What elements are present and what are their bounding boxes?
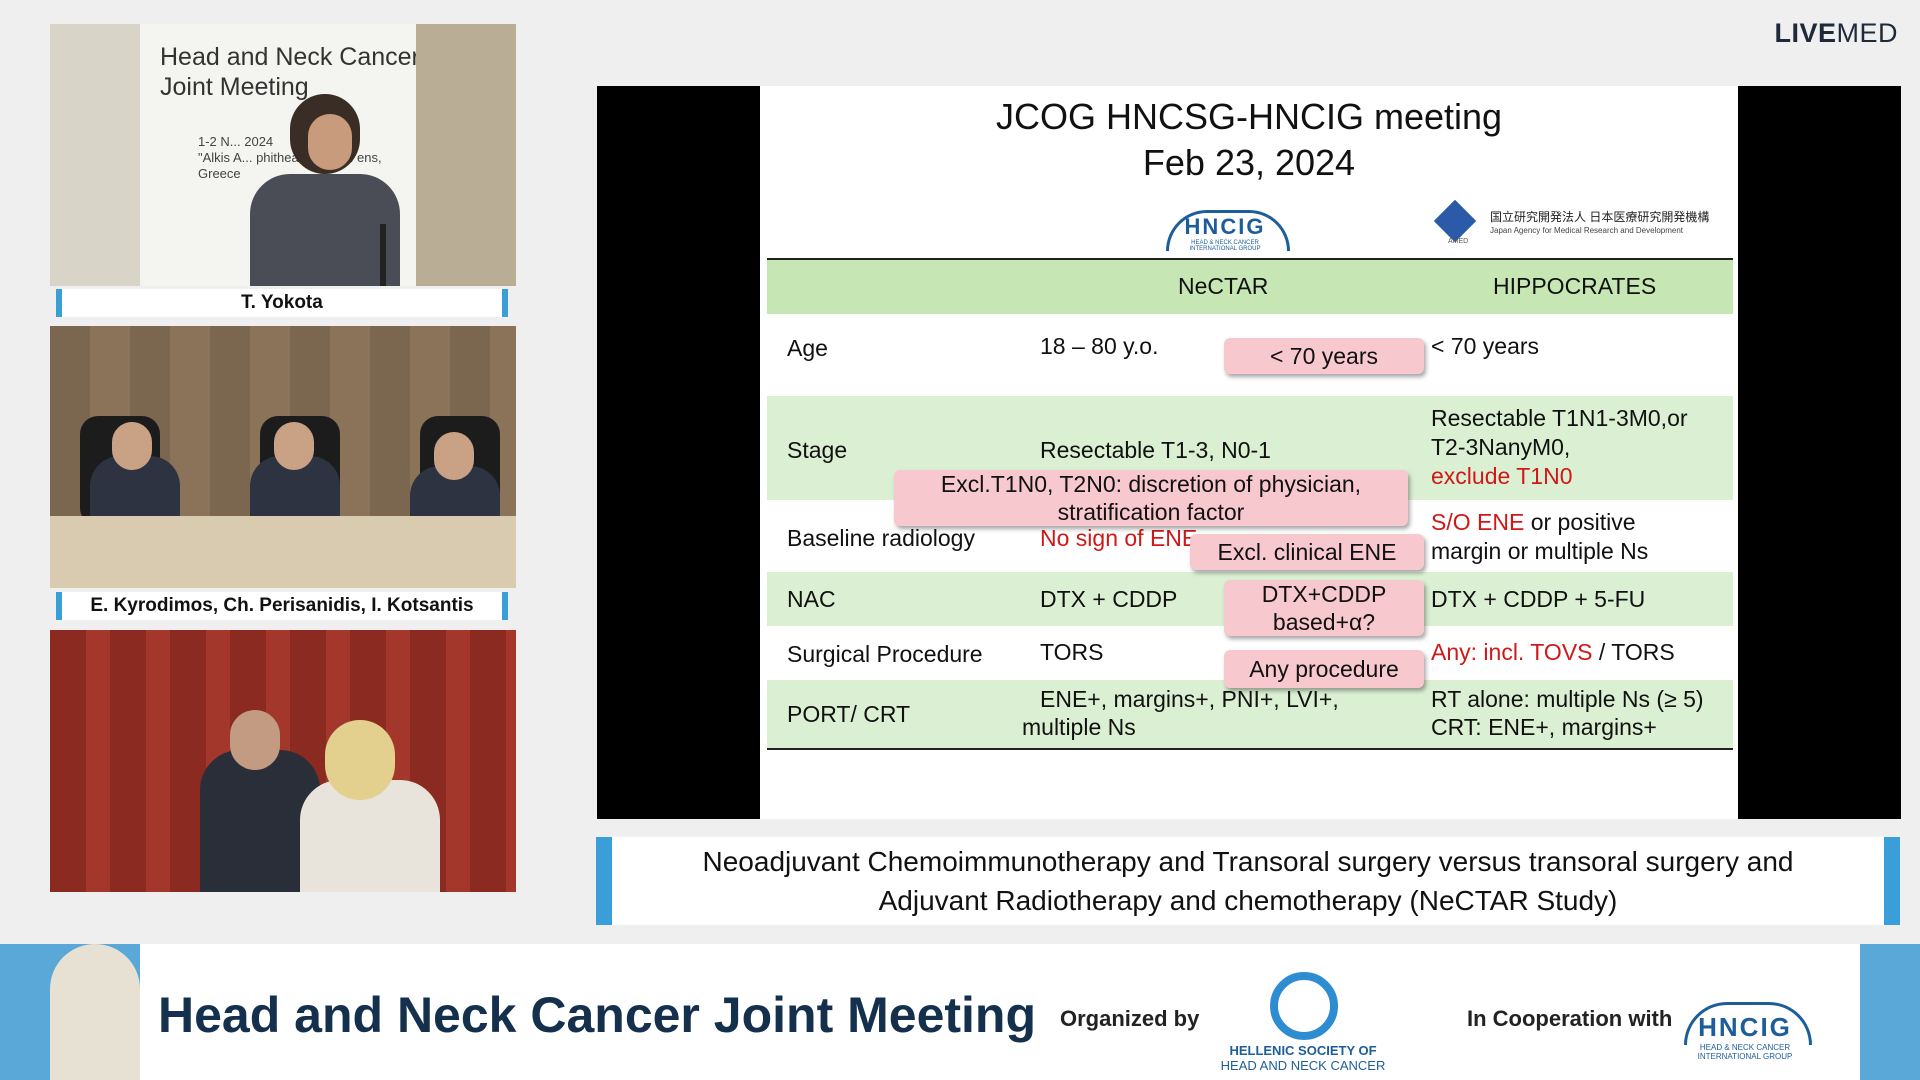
brand-live: LIVE [1774,18,1837,48]
event-footer: Head and Neck Cancer Joint Meeting Organ… [0,944,1920,1080]
radiology-nectar: No sign of ENE [1040,525,1198,551]
table-row-age: Age 18 – 80 y.o. < 70 years [767,314,1733,380]
amed-name: 国立研究開発法人 日本医療研究開発機構 [1490,210,1710,224]
talk-title-caption: Neoadjuvant Chemoimmunotherapy and Trans… [596,837,1900,925]
callout-stage: Excl.T1N0, T2N0: discretion of physician… [894,470,1408,526]
audience-member-head [230,710,280,770]
event-title: Head and Neck Cancer Joint Meeting [158,987,1037,1043]
row-label-stage: Stage [787,437,848,463]
banner-dates: 1-2 N... 2024 [198,134,274,149]
port-hippocrates-1: RT alone: multiple Ns (≥ 5) [1431,686,1704,712]
port-nectar-1: ENE+, margins+, PNI+, LVI+, [1040,686,1339,712]
speaker-name-caption: T. Yokota [56,289,508,317]
hellenic-society-ribbon-icon [1270,972,1338,1040]
surgery-hipp-red: Any: incl. TOVS [1431,639,1593,665]
row-label-surgery: Surgical Procedure [787,641,983,667]
panel-video-tile [50,326,516,588]
amed-label: AMED [1448,238,1469,245]
organized-by-label: Organized by [1060,1006,1200,1031]
hellenic-society-logo-text: HELLENIC SOCIETY OF HEAD AND NECK CANCER [1208,1043,1398,1073]
society-line2: HEAD AND NECK CANCER [1220,1058,1386,1073]
radiology-hipp-rest: or positive [1524,509,1636,535]
nac-hippocrates: DTX + CDDP + 5-FU [1431,586,1646,612]
stage-nectar: Resectable T1-3, N0-1 [1040,437,1271,463]
surgery-hipp-rest: / TORS [1592,639,1675,665]
footer-hncig-arc-icon [1684,1002,1812,1045]
header-hippocrates: HIPPOCRATES [1493,273,1657,299]
table-row-surgery: Surgical Procedure TORS Any: incl. TOVS … [767,626,1733,680]
slide-date: Feb 23, 2024 [1142,142,1356,183]
amed-logo: AMED 国立研究開発法人 日本医療研究開発機構 Japan Agency fo… [1433,199,1710,246]
surgery-hippocrates: Any: incl. TOVS / TORS [1431,638,1675,667]
radiology-hipp-red: S/O ENE [1431,509,1525,535]
header-nectar: NeCTAR [1178,273,1269,299]
table-header-row: NeCTAR HIPPOCRATES [767,260,1733,314]
society-line1: HELLENIC SOCIETY OF [1229,1043,1377,1058]
footer-hncig-logo: HNCIG HEAD & NECK CANCER INTERNATIONAL G… [1684,1002,1812,1061]
panelist-head [274,422,314,470]
port-hippocrates-2: CRT: ENE+, margins+ [1431,714,1657,740]
curtain [416,24,516,286]
table-top-rule [767,258,1733,260]
age-nectar: 18 – 80 y.o. [1040,333,1159,359]
presentation-slide: JCOG HNCSG-HNCIG meeting Feb 23, 2024 HN… [760,86,1738,819]
surgery-nectar: TORS [1040,639,1104,665]
cooperation-label: In Cooperation with [1467,1006,1673,1031]
audience-member [300,780,440,892]
banner-title: Head and Neck Cancer Joint Meeting [160,43,420,101]
audience-video-tile [50,630,516,892]
callout-ene: Excl. clinical ENE [1190,534,1424,570]
row-label-port: PORT/ CRT [787,701,911,727]
age-hippocrates: < 70 years [1431,333,1540,359]
table-row-radiology: Baseline radiology No sign of ENE S/O EN… [767,500,1733,570]
radiology-hippocrates-2: margin or multiple Ns [1431,538,1649,564]
speaker-figure [250,174,400,286]
footer-hncig-sub: HEAD & NECK CANCER INTERNATIONAL GROUP [1697,1043,1793,1061]
panelist-head [434,432,474,480]
callout-stage-line1: Excl.T1N0, T2N0: discretion of physician… [940,471,1362,497]
panel-table [50,516,516,588]
panelist-head [112,422,152,470]
cycladic-statue-icon [50,944,140,1080]
port-nectar-2: multiple Ns [1022,714,1136,740]
callout-nac-line2: based+α? [1272,609,1376,635]
speaker-video-tile: Head and Neck Cancer Joint Meeting 1-2 N… [50,24,516,286]
slide-title: JCOG HNCSG-HNCIG meeting [995,96,1503,137]
row-label-radiology: Baseline radiology [787,525,975,551]
table-bottom-rule [767,748,1733,750]
row-label-age: Age [787,335,828,361]
speaker-face [308,114,352,170]
radiology-hippocrates-1: S/O ENE or positive [1431,508,1636,537]
microphone [380,224,386,286]
brand-med: MED [1836,18,1898,48]
footer-accent-right [1860,944,1920,1080]
callout-nac-line1: DTX+CDDP [1261,581,1387,607]
callout-surgery: Any procedure [1224,650,1424,688]
stage-hippocrates-3: exclude T1N0 [1431,463,1573,489]
talk-title-line2: Adjuvant Radiotherapy and chemotherapy (… [878,885,1618,916]
callout-nac: DTX+CDDP based+α? [1224,580,1424,636]
amed-subtitle: Japan Agency for Medical Research and De… [1490,226,1683,235]
talk-title-line1: Neoadjuvant Chemoimmunotherapy and Trans… [702,846,1794,877]
hncig-logo: HNCIG HEAD & NECK CANCER INTERNATIONAL G… [1166,204,1290,252]
amed-diamond-icon [1433,199,1477,243]
callout-stage-line2: stratification factor [1057,499,1245,525]
stage-hippocrates-2: T2-3NanyM0, [1431,434,1571,460]
hncig-arc-icon [1166,210,1290,251]
row-label-nac: NAC [787,586,836,612]
table-row-port: PORT/ CRT ENE+, margins+, PNI+, LVI+, mu… [767,680,1733,748]
nac-nectar: DTX + CDDP [1040,586,1178,612]
panel-names-caption: E. Kyrodimos, Ch. Perisanidis, I. Kotsan… [56,592,508,620]
stage-hippocrates-1: Resectable T1N1-3M0,or [1431,405,1688,431]
callout-age: < 70 years [1224,338,1424,374]
livemed-logo: LIVEMED [1774,18,1898,49]
audience-member-head [325,720,395,800]
